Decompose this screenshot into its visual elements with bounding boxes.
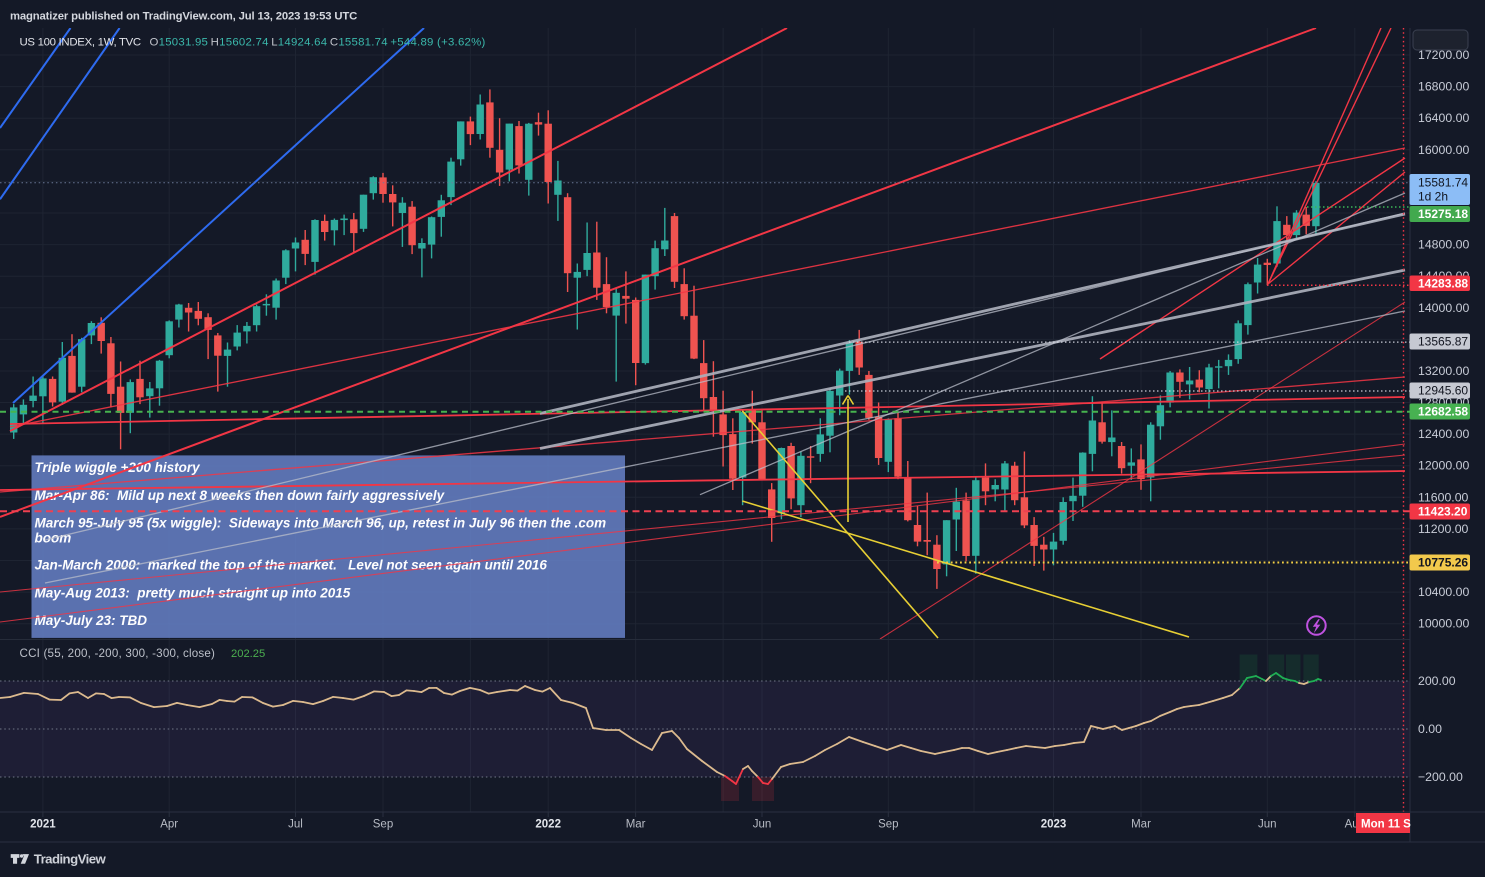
svg-text:−200.00: −200.00 [1418, 770, 1463, 784]
svg-text:12945.60: 12945.60 [1418, 384, 1468, 398]
svg-text:12400.00: 12400.00 [1418, 427, 1469, 441]
svg-text:Jul: Jul [288, 819, 303, 831]
svg-text:Mon 11 S: Mon 11 S [1361, 819, 1411, 831]
svg-text:15581.74: 15581.74 [1418, 176, 1468, 190]
svg-text:14800.00: 14800.00 [1418, 238, 1469, 252]
svg-text:12000.00: 12000.00 [1418, 459, 1469, 473]
svg-text:17200.00: 17200.00 [1418, 48, 1469, 62]
svg-text:2022: 2022 [535, 819, 561, 831]
svg-text:10000.00: 10000.00 [1418, 617, 1469, 631]
svg-text:magnatizer published on Tradin: magnatizer published on TradingView.com,… [10, 11, 357, 23]
svg-text:TradingView: TradingView [34, 851, 107, 866]
svg-text:May-Aug 2013: pretty much str: May-Aug 2013: pretty much straight up in… [35, 585, 351, 600]
svg-text:US 100 INDEX, 1W, TVC: US 100 INDEX, 1W, TVC [20, 37, 141, 49]
svg-text:16000.00: 16000.00 [1418, 143, 1469, 157]
svg-text:11200.00: 11200.00 [1418, 522, 1469, 536]
svg-text:14283.88: 14283.88 [1418, 276, 1468, 290]
svg-text:11423.20: 11423.20 [1418, 505, 1468, 519]
svg-text:12682.58: 12682.58 [1418, 405, 1468, 419]
svg-text:May-July 23: TBD: May-July 23: TBD [35, 613, 148, 628]
svg-text:1d 2h: 1d 2h [1418, 190, 1448, 204]
svg-text:0.00: 0.00 [1418, 722, 1442, 736]
svg-text:Jun: Jun [753, 819, 772, 831]
svg-text:Sep: Sep [878, 819, 898, 831]
svg-text:2023: 2023 [1041, 819, 1067, 831]
svg-text:Triple wiggle +200 history: Triple wiggle +200 history [35, 460, 202, 475]
svg-text:Mar-Apr 86: Mild up next 8 we: Mar-Apr 86: Mild up next 8 weeks then do… [35, 488, 446, 503]
svg-text:11600.00: 11600.00 [1418, 490, 1469, 504]
svg-text:16400.00: 16400.00 [1418, 111, 1469, 125]
svg-text:Sep: Sep [373, 819, 393, 831]
svg-text:Mar: Mar [626, 819, 646, 831]
svg-text:CCI (55, 200, -200, 300, -300,: CCI (55, 200, -200, 300, -300, close) [20, 647, 216, 660]
svg-text:10775.26: 10775.26 [1418, 556, 1468, 570]
svg-text:15275.18: 15275.18 [1418, 207, 1468, 221]
svg-text:March 95-July 95 (5x wiggle):: March 95-July 95 (5x wiggle): Sideways i… [35, 516, 607, 531]
svg-text:O15031.95 H15602.74 L14924.64: O15031.95 H15602.74 L14924.64 C15581.74 … [150, 37, 486, 49]
svg-text:16800.00: 16800.00 [1418, 80, 1469, 94]
svg-text:200.00: 200.00 [1418, 674, 1456, 688]
svg-text:Jun: Jun [1258, 819, 1277, 831]
svg-text:13565.87: 13565.87 [1418, 335, 1468, 349]
svg-text:10400.00: 10400.00 [1418, 585, 1469, 599]
svg-text:202.25: 202.25 [231, 648, 265, 660]
svg-text:2021: 2021 [30, 819, 56, 831]
svg-text:13200.00: 13200.00 [1418, 364, 1469, 378]
svg-text:14000.00: 14000.00 [1418, 301, 1469, 315]
svg-text:Apr: Apr [160, 819, 178, 831]
svg-text:Mar: Mar [1131, 819, 1151, 831]
